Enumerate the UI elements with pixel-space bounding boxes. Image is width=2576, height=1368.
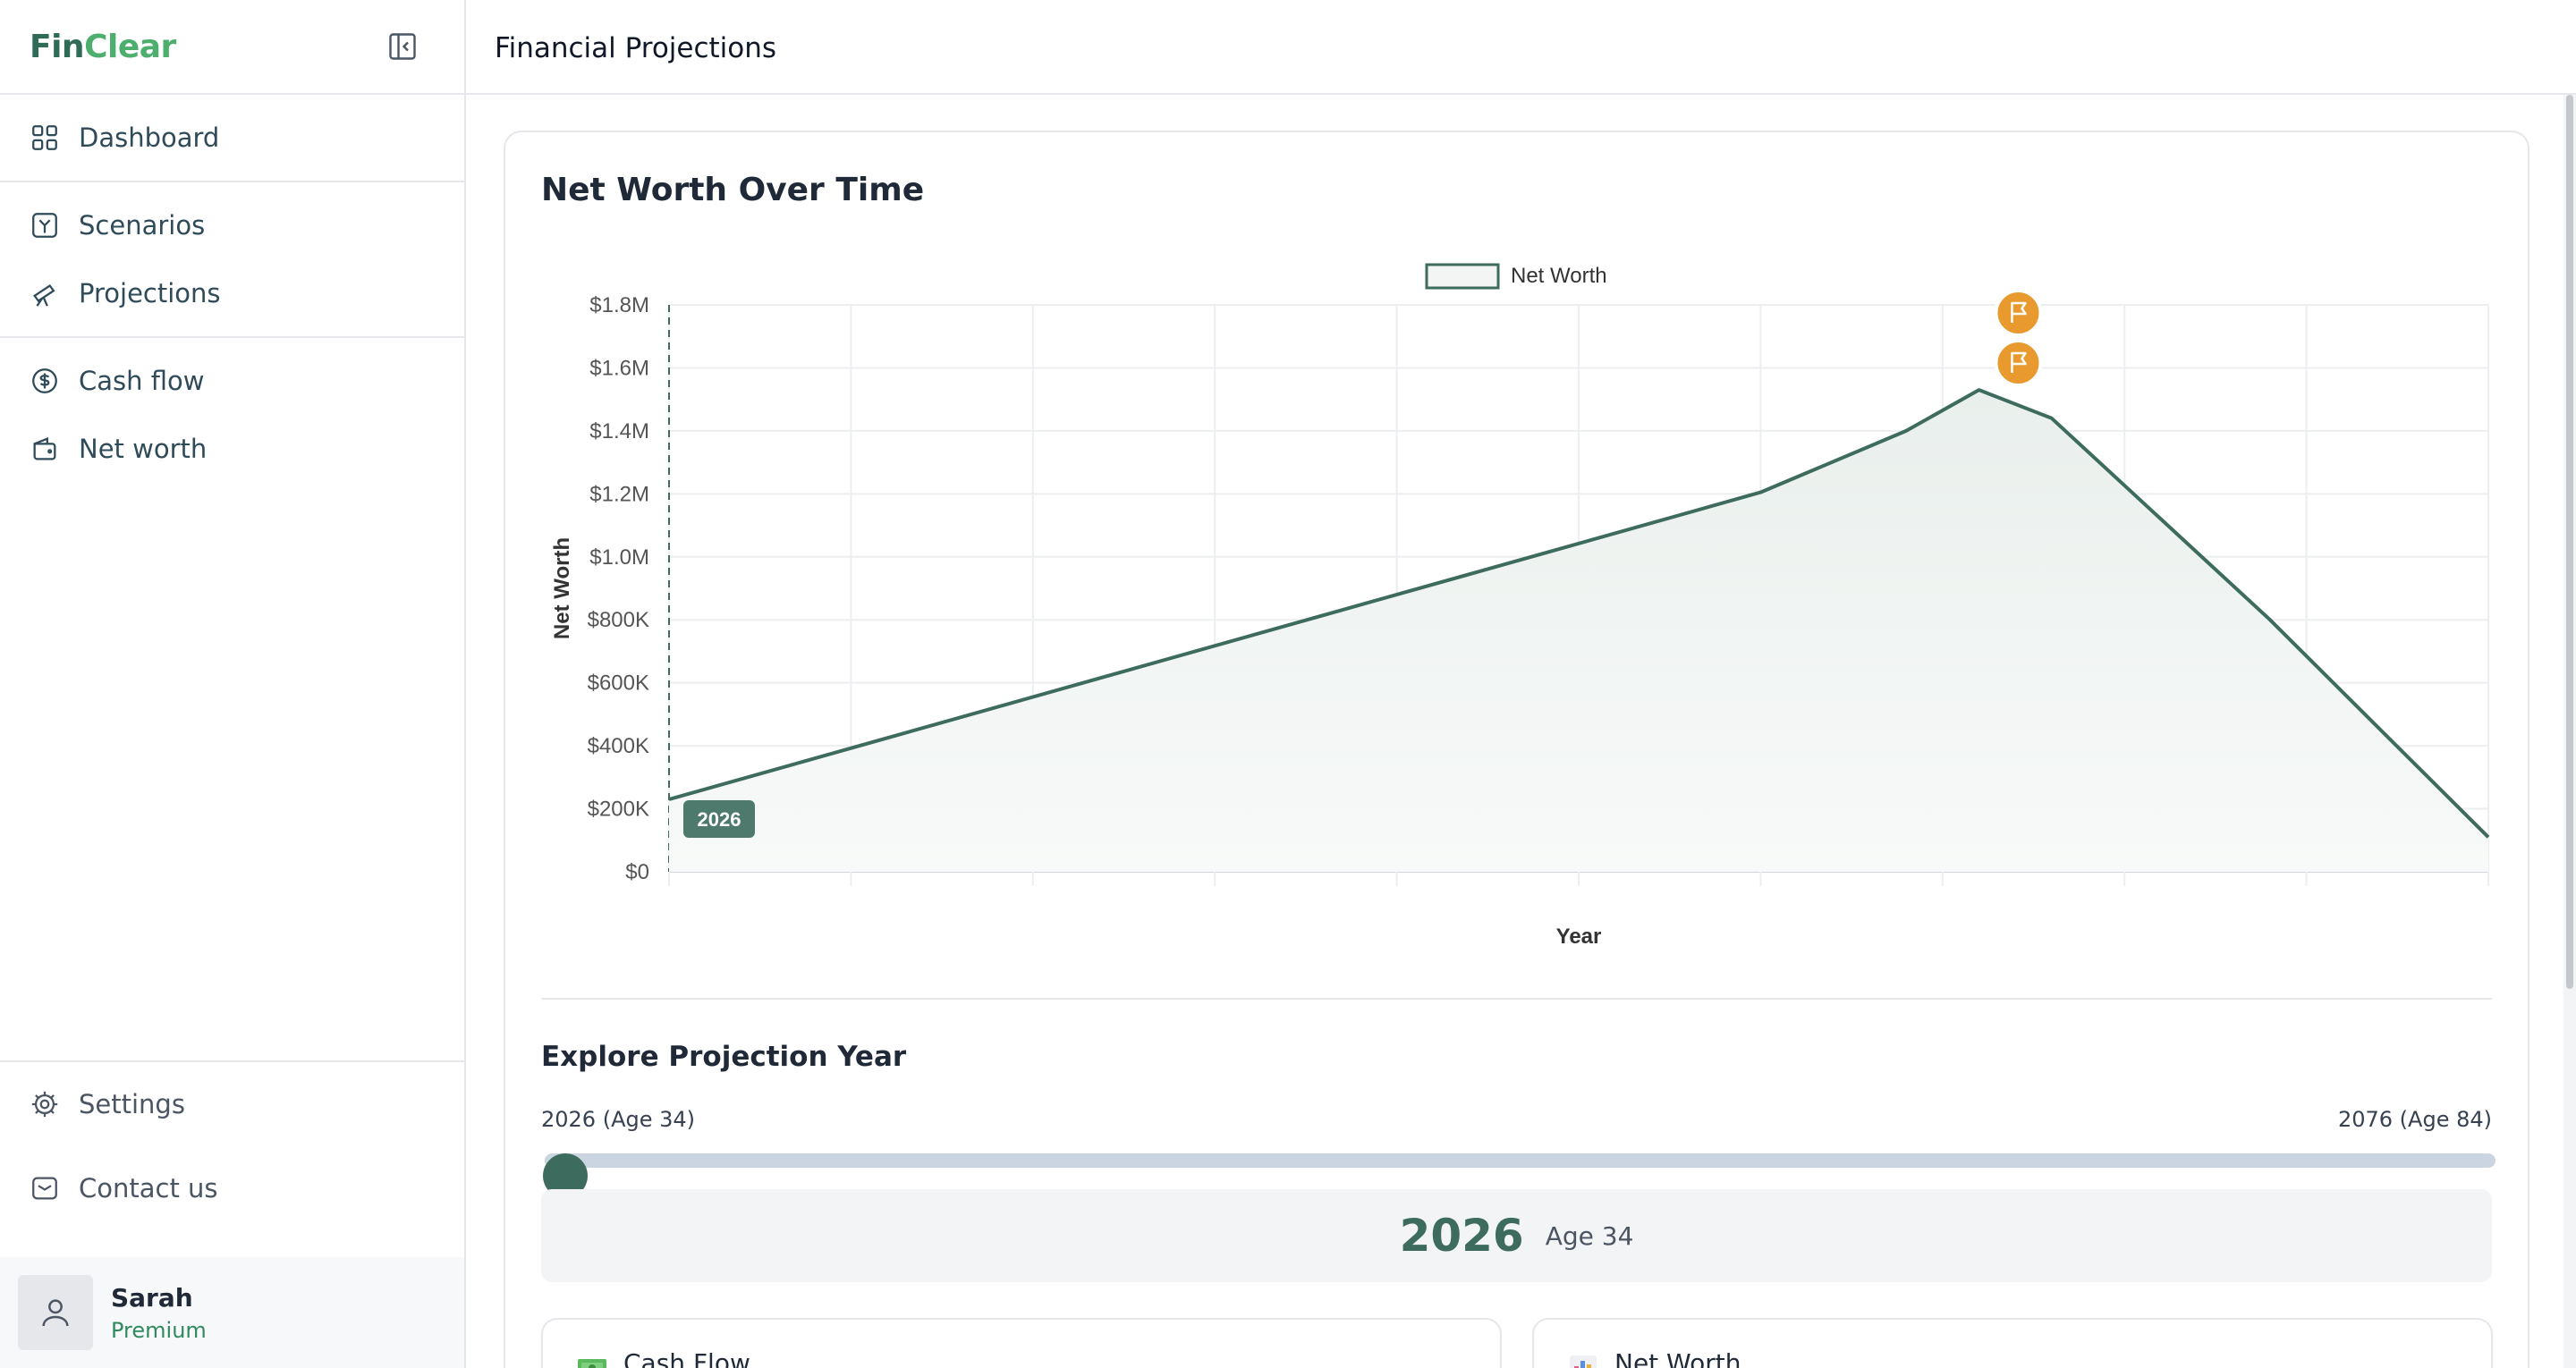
selected-age: Age 34: [1545, 1220, 1634, 1251]
selected-year: 2026: [1399, 1210, 1524, 1262]
dollar-circle-icon: [29, 365, 61, 397]
page-title: Financial Projections: [495, 32, 777, 64]
sidebar-item-label: Contact us: [79, 1173, 218, 1203]
user-profile[interactable]: Sarah Premium: [0, 1257, 464, 1368]
sidebar-item-dashboard[interactable]: Dashboard: [0, 104, 464, 172]
y-tick-label: $600K: [588, 671, 649, 696]
sidebar-item-scenarios[interactable]: Scenarios: [0, 191, 464, 259]
legend-label: Net Worth: [1511, 264, 1607, 288]
user-icon: [42, 1299, 69, 1327]
legend-swatch: [1425, 263, 1500, 290]
y-tick-label: $1.0M: [589, 545, 649, 570]
y-tick-label: $1.4M: [589, 419, 649, 443]
money-icon: [578, 1359, 606, 1368]
wallet-icon: [29, 433, 61, 465]
x-axis-title: Year: [1556, 925, 1602, 949]
current-year-badge: [683, 800, 755, 838]
slider-max-label: 2076 (Age 84): [2337, 1107, 2492, 1132]
mail-icon: [29, 1172, 61, 1204]
net-worth-chart[interactable]: $0 $200K $400K $600K $800K $1.0M $1.2M $1.4M $1.…: [505, 240, 2531, 982]
divider: [541, 998, 2492, 1000]
current-year-badge-label: 2026: [698, 808, 741, 831]
sidebar-item-settings[interactable]: Settings: [0, 1062, 464, 1146]
y-axis-title: Net Worth: [550, 537, 574, 639]
sidebar-item-label: Projections: [79, 278, 221, 308]
nav-group-finance: Cash flow Net worth: [0, 338, 464, 492]
series-line-net-worth: [668, 388, 2490, 839]
y-tick-label: $1.6M: [589, 356, 649, 380]
y-tick-label: $400K: [588, 734, 649, 758]
cash-flow-card[interactable]: Cash Flow: [541, 1318, 1502, 1368]
sidebar-item-label: Settings: [79, 1089, 185, 1119]
y-tick-label: $200K: [588, 798, 649, 822]
bar-chart-icon: [1570, 1355, 1597, 1368]
sidebar-bottom: Settings Contact us: [0, 1060, 464, 1230]
sidebar-item-contact[interactable]: Contact us: [0, 1146, 464, 1230]
brand-row: FinClear: [0, 0, 464, 95]
net-worth-card[interactable]: Net Worth: [1532, 1318, 2493, 1368]
y-tick-label: $1.8M: [589, 293, 649, 317]
nav-group-planning: Scenarios Projections: [0, 182, 464, 338]
cash-flow-card-label: Cash Flow: [623, 1348, 750, 1368]
flag-icon: [2011, 301, 2027, 323]
user-name: Sarah: [111, 1282, 193, 1313]
selected-year-display: 2026 Age 34: [541, 1189, 2492, 1282]
sidebar-item-cash-flow[interactable]: Cash flow: [0, 347, 464, 415]
top-bar: Financial Projections: [466, 0, 2576, 95]
y-tick-label: $0: [625, 860, 649, 884]
grid-icon: [29, 122, 61, 154]
series-area-net-worth: [669, 390, 2488, 873]
nav-group-main: Dashboard: [0, 95, 464, 182]
user-plan-badge: Premium: [111, 1317, 207, 1343]
scrollbar[interactable]: [2563, 95, 2576, 1368]
y-tick-label: $800K: [588, 608, 649, 632]
logo-text-fin: Fin: [30, 29, 85, 65]
y-tick-label: $1.2M: [589, 482, 649, 506]
explore-title: Explore Projection Year: [541, 1041, 907, 1073]
net-worth-card-label: Net Worth: [1614, 1348, 1741, 1368]
scrollbar-thumb[interactable]: [2566, 95, 2573, 989]
sidebar-item-label: Scenarios: [79, 210, 206, 241]
sidebar-item-label: Net worth: [79, 434, 208, 464]
telescope-icon: [29, 277, 61, 309]
sidebar: FinClear Dashboard Scenarios Projections…: [0, 0, 466, 1368]
sidebar-item-label: Cash flow: [79, 366, 205, 396]
sidebar-item-projections[interactable]: Projections: [0, 259, 464, 327]
projection-card: Net Worth Over Time $0 $200K $400K $600K $80…: [504, 131, 2529, 1368]
avatar: [18, 1275, 93, 1350]
sidebar-item-net-worth[interactable]: Net worth: [0, 415, 464, 483]
logo-text-clear: Clear: [84, 29, 176, 65]
flag-icon: [2011, 351, 2027, 373]
chart-title: Net Worth Over Time: [541, 172, 925, 208]
sidebar-item-label: Dashboard: [79, 122, 220, 153]
collapse-sidebar-icon[interactable]: [386, 30, 419, 63]
app-logo[interactable]: FinClear: [30, 29, 176, 65]
year-slider-track[interactable]: [545, 1153, 2496, 1168]
scenario-icon: [29, 209, 61, 241]
slider-min-label: 2026 (Age 34): [541, 1107, 696, 1132]
gear-icon: [29, 1088, 61, 1120]
